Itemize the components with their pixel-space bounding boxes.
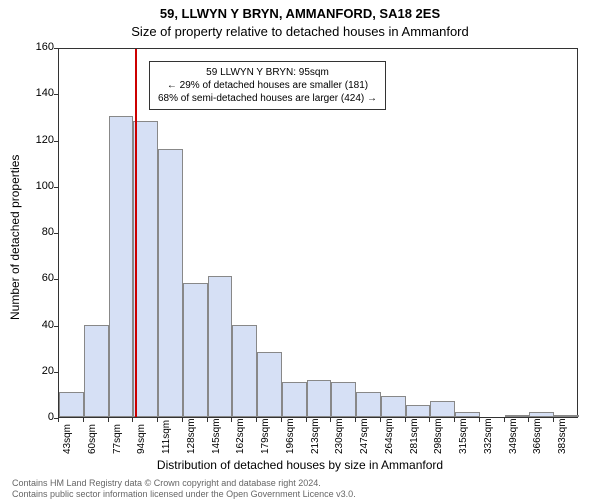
y-tick-mark bbox=[54, 372, 58, 373]
x-tick-label: 111sqm bbox=[161, 420, 172, 454]
y-tick-label: 20 bbox=[42, 365, 54, 377]
y-tick-mark bbox=[54, 187, 58, 188]
x-tick-mark bbox=[83, 418, 84, 422]
histogram-bar bbox=[158, 149, 183, 417]
x-tick-mark bbox=[281, 418, 282, 422]
histogram-bar bbox=[208, 276, 233, 417]
annotation-box: 59 LLWYN Y BRYN: 95sqm ← 29% of detached … bbox=[149, 61, 386, 110]
x-tick-label: 60sqm bbox=[87, 424, 98, 454]
x-tick-label: 213sqm bbox=[310, 418, 321, 454]
y-tick-label: 0 bbox=[48, 411, 54, 423]
x-tick-mark bbox=[256, 418, 257, 422]
x-tick-label: 349sqm bbox=[508, 418, 519, 454]
histogram-bar bbox=[356, 392, 381, 417]
x-tick-mark bbox=[504, 418, 505, 422]
y-tick-mark bbox=[54, 233, 58, 234]
y-tick-label: 40 bbox=[42, 319, 54, 331]
x-tick-mark bbox=[231, 418, 232, 422]
x-tick-label: 230sqm bbox=[334, 418, 345, 454]
x-tick-mark bbox=[528, 418, 529, 422]
histogram-bar bbox=[331, 382, 356, 417]
histogram-bar bbox=[406, 405, 431, 417]
footer-text: Contains HM Land Registry data © Crown c… bbox=[12, 478, 356, 500]
x-tick-label: 77sqm bbox=[112, 424, 123, 454]
y-tick-mark bbox=[54, 141, 58, 142]
x-tick-mark bbox=[479, 418, 480, 422]
x-tick-mark bbox=[108, 418, 109, 422]
y-tick-label: 80 bbox=[42, 226, 54, 238]
histogram-bar bbox=[529, 412, 554, 417]
annotation-line-1: 59 LLWYN Y BRYN: 95sqm bbox=[206, 67, 329, 78]
x-tick-label: 196sqm bbox=[285, 418, 296, 454]
histogram-bar bbox=[133, 121, 158, 417]
histogram-bar bbox=[307, 380, 332, 417]
x-tick-label: 179sqm bbox=[260, 418, 271, 454]
histogram-bar bbox=[505, 415, 530, 417]
x-tick-mark bbox=[330, 418, 331, 422]
x-tick-label: 162sqm bbox=[235, 418, 246, 454]
histogram-bar bbox=[84, 325, 109, 418]
x-tick-mark bbox=[58, 418, 59, 422]
histogram-bar bbox=[455, 412, 480, 417]
x-tick-mark bbox=[405, 418, 406, 422]
x-tick-mark bbox=[182, 418, 183, 422]
x-tick-label: 43sqm bbox=[62, 424, 73, 454]
x-tick-label: 315sqm bbox=[458, 418, 469, 454]
x-tick-mark bbox=[157, 418, 158, 422]
annotation-line-2: ← 29% of detached houses are smaller (18… bbox=[167, 80, 368, 91]
y-tick-label: 120 bbox=[36, 134, 54, 146]
x-axis-label: Distribution of detached houses by size … bbox=[0, 458, 600, 472]
x-tick-mark bbox=[553, 418, 554, 422]
histogram-bar bbox=[430, 401, 455, 417]
x-tick-label: 298sqm bbox=[433, 418, 444, 454]
x-tick-label: 264sqm bbox=[384, 418, 395, 454]
x-tick-mark bbox=[454, 418, 455, 422]
y-tick-label: 140 bbox=[36, 87, 54, 99]
x-tick-mark bbox=[207, 418, 208, 422]
histogram-bar bbox=[282, 382, 307, 417]
x-tick-mark bbox=[380, 418, 381, 422]
chart-subtitle: Size of property relative to detached ho… bbox=[0, 24, 600, 39]
x-tick-label: 247sqm bbox=[359, 418, 370, 454]
chart-title: 59, LLWYN Y BRYN, AMMANFORD, SA18 2ES bbox=[0, 6, 600, 21]
histogram-bar bbox=[232, 325, 257, 418]
y-tick-mark bbox=[54, 326, 58, 327]
x-tick-mark bbox=[306, 418, 307, 422]
x-tick-label: 383sqm bbox=[557, 418, 568, 454]
footer-line-2: Contains public sector information licen… bbox=[12, 489, 356, 499]
x-tick-mark bbox=[429, 418, 430, 422]
y-tick-label: 160 bbox=[36, 41, 54, 53]
histogram-bar bbox=[109, 116, 134, 417]
y-axis-label: Number of detached properties bbox=[8, 155, 22, 320]
y-tick-mark bbox=[54, 94, 58, 95]
histogram-bar bbox=[554, 415, 579, 417]
y-tick-mark bbox=[54, 279, 58, 280]
x-tick-label: 94sqm bbox=[136, 424, 147, 454]
x-tick-mark bbox=[132, 418, 133, 422]
histogram-bar bbox=[257, 352, 282, 417]
histogram-bar bbox=[381, 396, 406, 417]
histogram-bar bbox=[183, 283, 208, 417]
x-tick-label: 366sqm bbox=[532, 418, 543, 454]
plot-area: 59 LLWYN Y BRYN: 95sqm ← 29% of detached … bbox=[58, 48, 578, 418]
x-tick-label: 145sqm bbox=[211, 418, 222, 454]
reference-line bbox=[135, 49, 137, 417]
footer-line-1: Contains HM Land Registry data © Crown c… bbox=[12, 478, 321, 488]
x-tick-label: 332sqm bbox=[483, 418, 494, 454]
histogram-bar bbox=[59, 392, 84, 417]
histogram-chart: 59, LLWYN Y BRYN, AMMANFORD, SA18 2ES Si… bbox=[0, 0, 600, 500]
y-tick-label: 100 bbox=[36, 180, 54, 192]
x-tick-label: 128sqm bbox=[186, 418, 197, 454]
annotation-line-3: 68% of semi-detached houses are larger (… bbox=[158, 93, 377, 104]
x-tick-mark bbox=[355, 418, 356, 422]
y-tick-mark bbox=[54, 48, 58, 49]
y-tick-label: 60 bbox=[42, 272, 54, 284]
x-tick-label: 281sqm bbox=[409, 418, 420, 454]
